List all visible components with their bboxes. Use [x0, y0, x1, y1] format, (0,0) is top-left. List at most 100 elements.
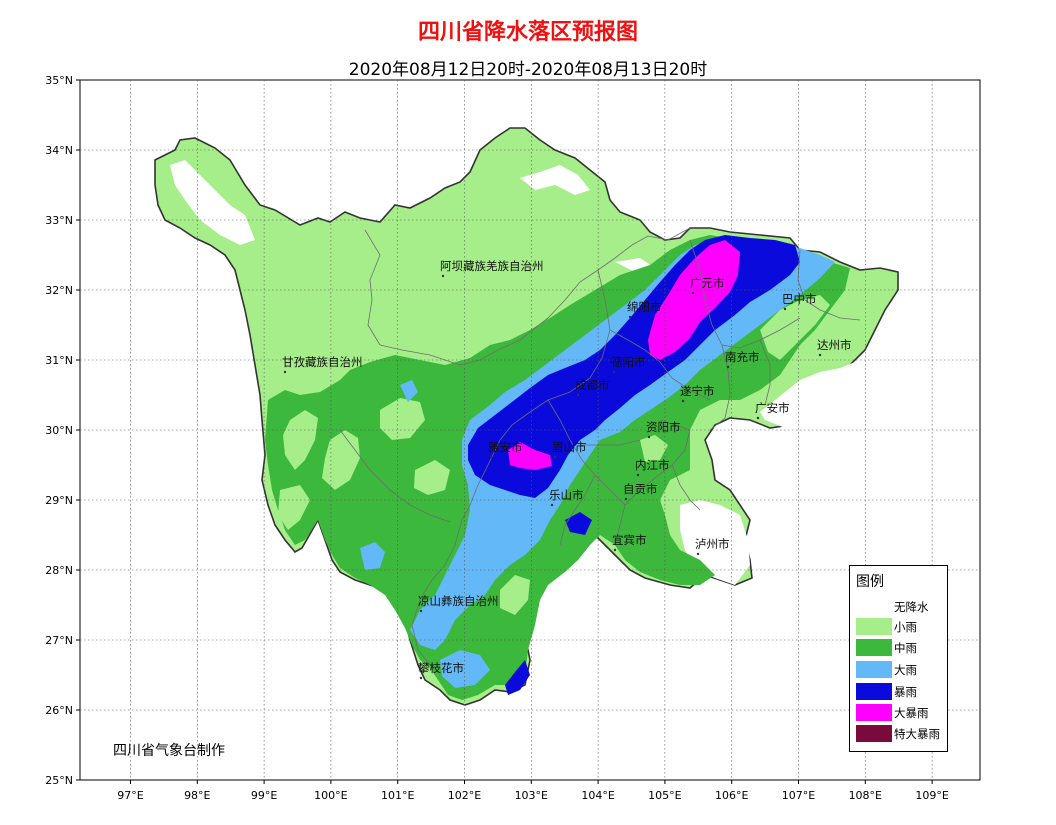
heavy-rain-blob-west	[360, 542, 385, 570]
place-label: 资阳市	[646, 420, 681, 434]
rainstorm-blob-south	[565, 512, 592, 535]
legend-swatch-light-rain	[856, 618, 892, 635]
torrential-rain-area-yaan	[508, 442, 552, 470]
legend-swatch-rainstorm	[856, 683, 892, 700]
place-marker	[726, 365, 730, 369]
legend: 图例 无降水 小雨 中雨 大雨 暴雨 大暴雨 特大暴雨	[849, 565, 948, 752]
longitude-tick-label: 106°E	[715, 789, 748, 802]
place-marker	[818, 353, 822, 357]
latitude-tick-label: 35°N	[45, 74, 73, 87]
no-rain-patch-nw	[170, 160, 255, 245]
light-rain-patch-6	[640, 435, 668, 462]
longitude-axis: 97°E 98°E 99°E 100°E 101°E 102°E 103°E 104°E 105…	[117, 780, 949, 802]
legend-swatch-moderate-rain	[856, 639, 892, 656]
longitude-tick-label: 99°E	[251, 789, 277, 802]
legend-label-light-rain: 小雨	[894, 620, 917, 634]
place-marker	[283, 370, 287, 374]
place-label: 绵阳市	[627, 300, 662, 314]
latitude-tick-label: 31°N	[45, 354, 73, 367]
light-rain-patch-1	[283, 410, 318, 470]
no-rain-patch-north	[520, 165, 590, 195]
legend-item-heavy-rain: 大雨	[856, 661, 946, 678]
legend-item-rainstorm: 暴雨	[856, 683, 946, 700]
map-title: 四川省降水落区预报图	[417, 20, 638, 45]
latitude-tick-label: 32°N	[45, 284, 73, 297]
latitude-tick-label: 26°N	[45, 704, 73, 717]
longitude-tick-label: 104°E	[581, 789, 614, 802]
legend-swatch-heavy-rain	[856, 661, 892, 678]
latitude-tick-label: 34°N	[45, 144, 73, 157]
place-marker	[681, 399, 685, 403]
place-label: 德阳市	[611, 355, 646, 369]
longitude-tick-label: 105°E	[648, 789, 681, 802]
place-label: 广安市	[755, 401, 790, 415]
longitude-tick-label: 108°E	[849, 789, 882, 802]
graticule	[80, 80, 980, 780]
place-label: 雅安市	[488, 440, 523, 454]
place-marker	[550, 503, 554, 507]
place-marker	[612, 370, 616, 374]
legend-item-extreme-rain: 特大暴雨	[856, 725, 946, 742]
place-label: 达州市	[817, 338, 852, 352]
place-marker	[489, 455, 493, 459]
latitude-tick-label: 30°N	[45, 424, 73, 437]
legend-swatch-no-rain	[856, 598, 892, 615]
place-marker	[756, 416, 760, 420]
legend-item-no-rain: 无降水	[856, 598, 946, 615]
place-marker	[696, 552, 700, 556]
place-marker	[624, 497, 628, 501]
legend-title: 图例	[856, 574, 884, 590]
legend-item-light-rain: 小雨	[856, 618, 946, 635]
place-marker	[691, 291, 695, 295]
latitude-tick-label: 27°N	[45, 634, 73, 647]
place-label: 广元市	[690, 276, 725, 290]
place-label: 乐山市	[549, 488, 584, 502]
heavy-rain-area	[410, 240, 835, 650]
legend-label-heavy-rain: 大雨	[894, 663, 917, 677]
no-rain-patch-east	[760, 362, 855, 428]
latitude-tick-label: 25°N	[45, 774, 73, 787]
legend-label-no-rain: 无降水	[894, 600, 929, 614]
light-rain-patch-4	[278, 485, 310, 530]
legend-item-torrential-rain: 大暴雨	[856, 704, 946, 721]
place-marker	[613, 548, 617, 552]
place-marker	[419, 676, 423, 680]
place-label: 泸州市	[695, 537, 730, 551]
legend-label-moderate-rain: 中雨	[894, 641, 917, 655]
place-marker	[576, 393, 580, 397]
light-rain-patch-8	[500, 575, 530, 615]
legend-label-torrential-rain: 大暴雨	[894, 706, 929, 720]
place-label: 宜宾市	[612, 533, 647, 547]
place-marker	[783, 307, 787, 311]
place-label: 凉山彝族自治州	[418, 594, 499, 608]
legend-swatch-torrential-rain	[856, 704, 892, 721]
place-marker	[636, 473, 640, 477]
longitude-tick-label: 103°E	[515, 789, 548, 802]
light-rain-patch-5	[414, 460, 450, 495]
longitude-tick-label: 101°E	[381, 789, 414, 802]
place-label: 内江市	[635, 458, 670, 472]
light-rain-patch-2	[322, 430, 360, 490]
place-label: 成都市	[575, 378, 610, 392]
latitude-tick-label: 29°N	[45, 494, 73, 507]
rainstorm-blob-panzhihua	[505, 660, 530, 695]
longitude-tick-label: 109°E	[915, 789, 948, 802]
longitude-tick-label: 107°E	[782, 789, 815, 802]
place-marker	[647, 435, 651, 439]
light-rain-patch-7	[760, 295, 830, 360]
latitude-tick-label: 28°N	[45, 564, 73, 577]
longitude-tick-label: 97°E	[117, 789, 143, 802]
place-label: 南充市	[725, 350, 760, 364]
longitude-tick-label: 100°E	[314, 789, 347, 802]
place-label: 甘孜藏族自治州	[282, 355, 363, 369]
heavy-rain-blob-west2	[400, 380, 418, 402]
place-label: 巴中市	[782, 292, 817, 306]
place-label: 阿坝藏族羌族自治州	[440, 259, 544, 273]
legend-label-extreme-rain: 特大暴雨	[894, 727, 940, 741]
legend-label-rainstorm: 暴雨	[894, 685, 917, 699]
legend-swatch-extreme-rain	[856, 725, 892, 742]
place-marker	[628, 315, 632, 319]
producer-credit: 四川省气象台制作	[113, 743, 225, 759]
